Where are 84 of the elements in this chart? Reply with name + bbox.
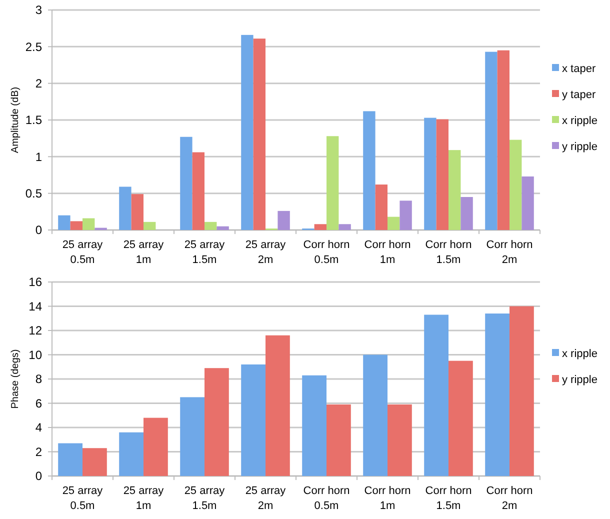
bar — [485, 314, 510, 476]
y-tick-label: 2 — [35, 444, 42, 459]
bar — [388, 404, 412, 476]
bar — [82, 448, 107, 476]
y-tick-label: 6 — [35, 396, 42, 410]
bar — [58, 215, 70, 230]
legend-label: y ripple — [562, 140, 598, 153]
y-tick-label: 0 — [35, 469, 42, 484]
x-tick-label: Corr horn 0.5m — [303, 485, 350, 512]
bar — [180, 136, 192, 230]
x-tick-label: 25 array 2m — [245, 239, 286, 266]
legend-label: x ripple — [562, 114, 598, 127]
y-tick-label: 3 — [35, 3, 42, 18]
legend-label: y taper — [562, 88, 596, 101]
bar — [510, 140, 522, 230]
x-tick-label: 25 array 2m — [245, 485, 286, 512]
y-axis-title: Phase (degs) — [10, 349, 21, 409]
y-tick-label: 10 — [28, 348, 42, 362]
bar — [326, 136, 339, 230]
bar — [363, 111, 376, 230]
bar — [119, 432, 144, 476]
bar — [204, 368, 229, 476]
bar — [338, 224, 351, 230]
bar — [448, 360, 473, 476]
y-tick-label: 1.5 — [25, 113, 42, 128]
bar — [400, 200, 412, 230]
y-tick-label: 2.5 — [25, 40, 42, 54]
x-tick-label: Corr horn 1m — [364, 239, 411, 266]
y-tick-label: 4 — [35, 420, 42, 435]
y-tick-label: 8 — [35, 372, 42, 386]
bar — [460, 197, 473, 230]
bar — [266, 335, 290, 476]
y-tick-label: 12 — [28, 324, 42, 338]
bar — [510, 306, 534, 476]
y-axis-title: Amplitude (dB) — [10, 86, 21, 154]
bar — [375, 184, 388, 230]
bar — [314, 224, 326, 230]
x-tick-label: 25 array 1m — [123, 485, 164, 512]
bar — [424, 118, 436, 230]
bar — [192, 152, 204, 230]
x-tick-label: 25 array 0.5m — [62, 239, 104, 266]
x-tick-label: 25 array 1.5m — [184, 239, 226, 266]
bar — [241, 364, 266, 476]
x-tick-label: Corr horn 1.5m — [425, 239, 472, 266]
bar — [497, 50, 510, 230]
y-tick-label: 0 — [35, 223, 42, 238]
bar — [436, 119, 448, 230]
x-tick-label: 25 array 0.5m — [62, 485, 104, 512]
x-tick-label: Corr horn 1.5m — [425, 485, 472, 512]
x-tick-label: Corr horn 0.5m — [303, 239, 350, 266]
x-tick-label: Corr horn 2m — [486, 485, 533, 512]
y-tick-label: 0.5 — [25, 186, 42, 201]
bar — [326, 404, 351, 476]
bar — [82, 218, 95, 230]
bar — [131, 194, 144, 230]
y-tick-label: 2 — [35, 76, 42, 91]
bar — [278, 210, 290, 230]
bar — [302, 375, 326, 476]
legend-label: y ripple — [562, 374, 598, 386]
x-tick-label: Corr horn 2m — [486, 239, 533, 266]
bar — [363, 354, 388, 476]
bar — [144, 222, 156, 230]
bar — [119, 186, 132, 230]
bar — [144, 418, 168, 476]
x-tick-label: 25 array 1.5m — [184, 485, 226, 512]
y-tick-label: 14 — [28, 299, 42, 314]
bar — [180, 397, 204, 476]
legend-label: x taper — [562, 62, 596, 75]
bar — [216, 226, 229, 230]
bar — [58, 443, 82, 476]
bar — [241, 34, 254, 230]
bar — [522, 176, 534, 230]
bar — [70, 221, 82, 230]
x-tick-label: 25 array 1m — [123, 239, 164, 266]
y-tick-label: 16 — [28, 275, 42, 290]
bar — [485, 52, 498, 230]
legend-label: x ripple — [562, 348, 598, 360]
y-tick-label: 1 — [35, 150, 42, 164]
bar — [448, 150, 461, 230]
bar — [204, 222, 217, 230]
bar — [253, 38, 266, 230]
bar — [424, 314, 448, 476]
x-tick-label: Corr horn 1m — [364, 485, 411, 512]
bar — [388, 216, 400, 230]
